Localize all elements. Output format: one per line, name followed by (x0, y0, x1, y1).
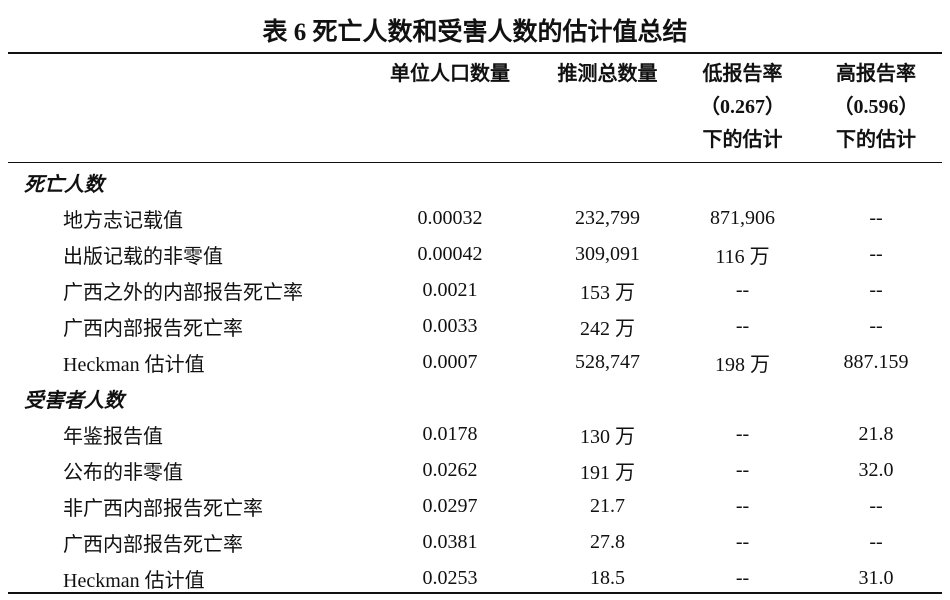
cell-value: 871,906 (710, 206, 775, 229)
section-row: 受害者人数 (8, 380, 942, 416)
row-label: 广西内部报告死亡率 (63, 317, 243, 340)
section-label: 受害者人数 (24, 389, 124, 412)
cell-value: 528,747 (575, 350, 640, 373)
header-low-rate: 低报告率 (702, 63, 783, 85)
cell-value: 21.8 (858, 422, 894, 445)
row-label: 广西内部报告死亡率 (63, 533, 243, 556)
cell-value: -- (869, 314, 883, 337)
cell-value: 198 万 (715, 353, 770, 376)
cell-value: 887.159 (843, 350, 909, 373)
row-label: 公布的非零值 (63, 461, 183, 484)
bottom-rule (8, 592, 942, 594)
cell-value: 116 万 (715, 245, 770, 268)
cell-value: 32.0 (858, 458, 894, 481)
table-row: Heckman 估计值 0.0007 528,747 198 万 887.159 (8, 344, 942, 380)
cell-value: 130 万 (580, 425, 635, 448)
table-row: 地方志记载值 0.00032 232,799 871,906 -- (8, 200, 942, 236)
row-label: 非广西内部报告死亡率 (63, 497, 263, 520)
cell-value: -- (869, 278, 883, 301)
cell-value: -- (735, 314, 750, 337)
section-label: 死亡人数 (24, 173, 104, 196)
cell-value: -- (869, 206, 883, 229)
row-label: 地方志记载值 (63, 209, 183, 232)
header-low-rate-suffix: 下的估计 (702, 129, 783, 151)
cell-value: 191 万 (580, 461, 635, 484)
cell-value: 309,091 (575, 242, 640, 265)
header-high-rate-value: （0.596） (833, 96, 919, 118)
table-row: 广西内部报告死亡率 0.0033 242 万 -- -- (8, 308, 942, 344)
table-row: 出版记载的非零值 0.00042 309,091 116 万 -- (8, 236, 942, 272)
table-row: 非广西内部报告死亡率 0.0297 21.7 -- -- (8, 488, 942, 524)
row-label: 广西之外的内部报告死亡率 (63, 281, 303, 304)
header-high-rate: 高报告率 (836, 63, 916, 85)
row-label: Heckman 估计值 (63, 353, 205, 376)
row-label: 出版记载的非零值 (63, 245, 223, 268)
cell-value: 0.0262 (422, 458, 478, 481)
cell-value: -- (735, 422, 750, 445)
cell-value: -- (869, 494, 883, 517)
cell-value: 0.00042 (417, 242, 483, 265)
cell-value: 153 万 (580, 281, 635, 304)
header-total: 推测总数量 (557, 63, 658, 85)
cell-value: 0.0021 (422, 278, 478, 301)
cell-value: -- (735, 458, 750, 481)
cell-value: -- (735, 494, 750, 517)
cell-value: 242 万 (580, 317, 635, 340)
cell-value: 0.00032 (417, 206, 483, 229)
section-row: 死亡人数 (8, 154, 942, 200)
header-row: 单位人口数量 推测总数量 低报告率 高报告率 (8, 55, 942, 88)
summary-table: 单位人口数量 推测总数量 低报告率 高报告率 （0.267） （0.596） 下… (8, 55, 942, 596)
header-high-rate-suffix: 下的估计 (836, 129, 916, 151)
cell-value: 18.5 (590, 566, 625, 589)
cell-value: 232,799 (575, 206, 640, 229)
cell-value: -- (869, 242, 883, 265)
top-rule (8, 52, 942, 54)
header-low-rate-value: （0.267） (700, 96, 785, 118)
cell-value: 31.0 (858, 566, 894, 589)
cell-value: 27.8 (590, 530, 625, 553)
table-row: Heckman 估计值 0.0253 18.5 -- 31.0 (8, 560, 942, 596)
cell-value: 0.0007 (422, 350, 478, 373)
cell-value: -- (735, 530, 750, 553)
table-title: 表 6 死亡人数和受害人数的估计值总结 (262, 19, 688, 46)
cell-value: -- (869, 530, 883, 553)
table-row: 公布的非零值 0.0262 191 万 -- 32.0 (8, 452, 942, 488)
cell-value: -- (735, 566, 750, 589)
table-row: 广西之外的内部报告死亡率 0.0021 153 万 -- -- (8, 272, 942, 308)
cell-value: 0.0297 (422, 494, 478, 517)
header-rule (8, 162, 942, 163)
table-row: 年鉴报告值 0.0178 130 万 -- 21.8 (8, 416, 942, 452)
cell-value: 21.7 (590, 494, 625, 517)
cell-value: 0.0253 (422, 566, 478, 589)
cell-value: 0.0033 (422, 314, 478, 337)
header-per-capita: 单位人口数量 (390, 63, 510, 85)
row-label: Heckman 估计值 (63, 569, 205, 592)
cell-value: 0.0178 (422, 422, 478, 445)
cell-value: 0.0381 (422, 530, 478, 553)
table-row: 广西内部报告死亡率 0.0381 27.8 -- -- (8, 524, 942, 560)
row-label: 年鉴报告值 (63, 425, 163, 448)
cell-value: -- (735, 278, 750, 301)
